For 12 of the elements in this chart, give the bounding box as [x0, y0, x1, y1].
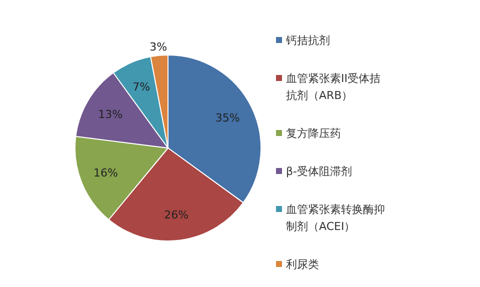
data-label: 13% — [98, 108, 123, 121]
legend-label: 血管紧张素II受体拮抗剂（ARB） — [286, 72, 380, 102]
data-label: 26% — [164, 208, 189, 222]
data-label: 7% — [132, 80, 150, 94]
legend-label: 钙拮抗剂 — [285, 34, 330, 47]
legend-label: 复方降压药 — [286, 127, 341, 140]
data-label: 16% — [94, 166, 118, 180]
legend-label: β-受体阻滞剂 — [286, 165, 352, 178]
legend-label: 血管紧张素转换酶抑制剂（ACEI） — [286, 203, 385, 233]
data-label: 3% — [150, 40, 168, 54]
data-label: 35% — [215, 112, 240, 125]
legend-label: 利尿类 — [286, 258, 319, 271]
